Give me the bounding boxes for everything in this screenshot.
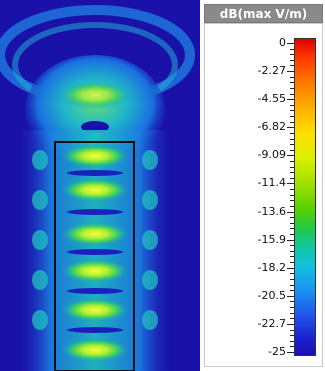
colorbar-minor-tick [290, 104, 294, 106]
colorbar-tick-mark [287, 155, 294, 157]
colorbar-minor-tick [290, 200, 294, 202]
field-lobe [59, 81, 131, 109]
colorbar-tick-mark [287, 183, 294, 185]
field-lobes [61, 144, 129, 362]
colorbar-minor-tick [290, 278, 294, 280]
colorbar-tick-mark [287, 211, 294, 213]
colorbar-minor-tick [290, 205, 294, 207]
field-nulls [67, 170, 123, 333]
field-side-lobes [32, 150, 158, 330]
colorbar-minor-tick [290, 59, 294, 61]
colorbar-tick-label: -4.55 [257, 92, 286, 106]
colorbar-minor-tick [290, 301, 294, 303]
field-plot [0, 0, 200, 371]
structure-outline [54, 141, 135, 371]
colorbar-tick-mark [287, 295, 294, 297]
colorbar-panel: dB(max V/m) 0 -2.27 -4.55 -6.82 -9.09 -11.4 -1… [202, 0, 325, 371]
colorbar-tick-mark [287, 43, 294, 44]
colorbar-minor-tick [290, 346, 294, 348]
colorbar-minor-tick [290, 76, 294, 78]
colorbar-tick-label: -2.27 [257, 64, 286, 78]
colorbar-tick-label: -18.2 [257, 260, 286, 274]
colorbar-minor-tick [290, 189, 294, 191]
colorbar-minor-tick [290, 290, 294, 292]
colorbar-minor-tick [290, 149, 294, 151]
colorbar-minor-tick [290, 160, 294, 162]
colorbar-minor-tick [290, 138, 294, 140]
colorbar-minor-tick [290, 194, 294, 196]
colorbar-minor-tick [290, 329, 294, 331]
colorbar-tick-mark [287, 127, 294, 129]
colorbar-tick-mark [287, 239, 294, 241]
colorbar-minor-tick [290, 312, 294, 314]
colorbar-tick-label: -25 [268, 345, 286, 358]
colorbar-minor-tick [290, 234, 294, 236]
colorbar-minor-tick [290, 273, 294, 275]
colorbar-minor-tick [290, 144, 294, 146]
colorbar-minor-tick [290, 262, 294, 264]
colorbar-minor-tick [290, 318, 294, 320]
colorbar-tick-label: -9.09 [257, 148, 286, 162]
colorbar-minor-tick [290, 82, 294, 84]
colorbar-minor-tick [290, 256, 294, 258]
colorbar-minor-tick [290, 284, 294, 286]
colorbar-minor-tick [290, 177, 294, 179]
colorbar-tick-label: -22.7 [257, 316, 286, 330]
colorbar-tick-label: 0 [279, 36, 286, 49]
colorbar-tick-label: -13.6 [257, 204, 286, 218]
colorbar-minor-tick [290, 250, 294, 252]
colorbar-minor-tick [290, 217, 294, 219]
colorbar-minor-tick [290, 307, 294, 309]
colorbar-tick-label: -20.5 [257, 288, 286, 302]
colorbar-tick-mark [287, 267, 294, 269]
colorbar-minor-tick [290, 65, 294, 67]
colorbar-minor-tick [290, 222, 294, 224]
colorbar-minor-tick [290, 245, 294, 247]
colorbar-tick-mark [287, 71, 294, 73]
colorbar-minor-tick [290, 172, 294, 174]
colorbar-tick-label: -6.82 [257, 120, 286, 134]
colorbar-minor-tick [290, 132, 294, 134]
colorbar-title: dB(max V/m) [204, 4, 323, 23]
field-distribution-image [0, 0, 200, 371]
colorbar-minor-tick [290, 340, 294, 342]
colorbar-minor-tick [290, 228, 294, 230]
colorbar-minor-tick [290, 87, 294, 89]
colorbar-minor-tick [290, 93, 294, 95]
colorbar-minor-tick [290, 110, 294, 112]
colorbar-minor-tick [290, 54, 294, 56]
colorbar-minor-tick [290, 48, 294, 50]
colorbar-gradient [294, 38, 316, 356]
colorbar-tick-label: -11.4 [257, 176, 286, 190]
colorbar-minor-tick [290, 116, 294, 118]
colorbar-tick-mark [287, 323, 294, 325]
colorbar-tick-mark [287, 352, 294, 353]
colorbar-minor-tick [290, 335, 294, 337]
colorbar-minor-tick [290, 166, 294, 168]
colorbar-tick-label: -15.9 [257, 232, 286, 246]
colorbar-minor-tick [290, 121, 294, 123]
colorbar-tick-mark [287, 99, 294, 101]
